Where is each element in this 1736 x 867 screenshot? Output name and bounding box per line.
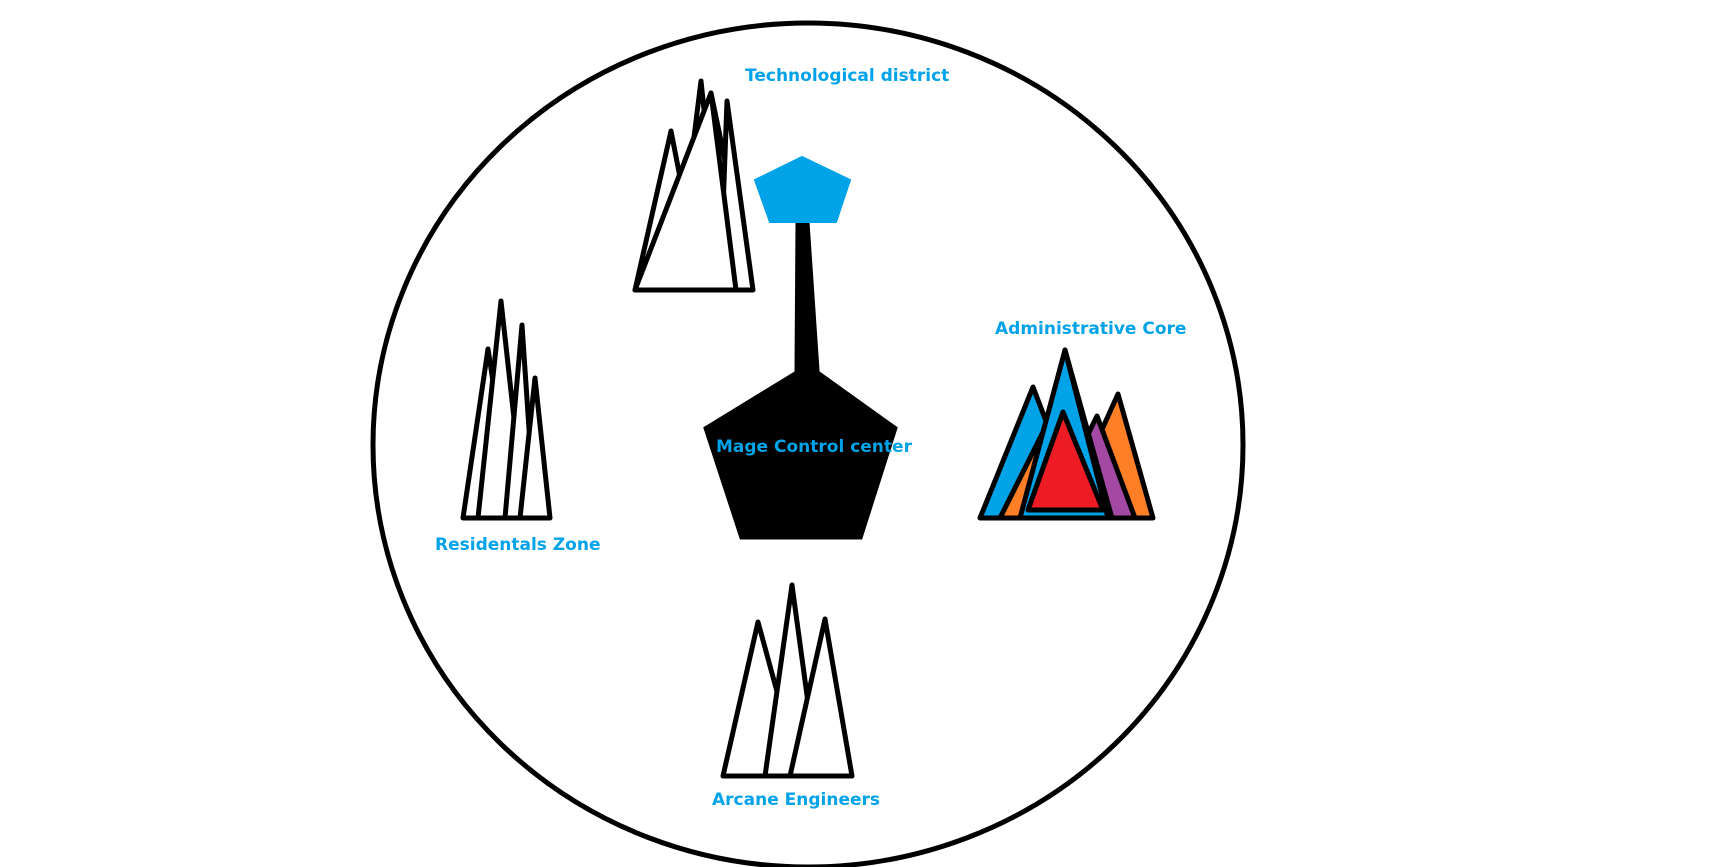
arcane-engineers-towers [720,582,855,779]
residential-zone-towers [460,298,553,521]
residential-zone-label: Residentals Zone [435,535,600,555]
arcane-engineers-label: Arcane Engineers [712,790,880,810]
technological-district-label: Technological district [745,66,949,86]
mage-control-center-pentagon [703,363,898,540]
beacon-pentagon [753,155,852,223]
mage-control-center-label: Mage Control center [716,437,913,457]
administrative-core-label: Administrative Core [995,319,1186,339]
administrative-core-towers [977,347,1156,521]
technological-district-towers [632,78,756,293]
